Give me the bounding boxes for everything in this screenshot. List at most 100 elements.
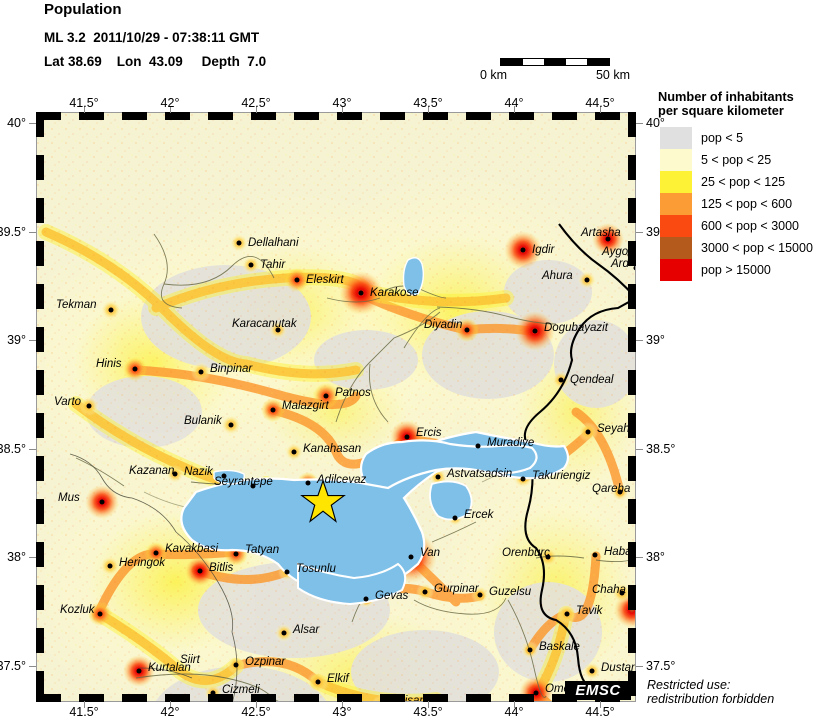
city-dot [464,327,470,333]
lon-tick-label: 43.5° [413,705,443,719]
legend-label: 125 < pop < 600 [701,197,793,211]
city-label: Dogubayazit [544,322,608,334]
city-label: Alsar [293,624,320,636]
city-label: Kazanan [129,465,175,477]
page-title: Population [44,1,122,18]
map-container[interactable]: Dellalhani Tahir Eleskirt Karakose Tekma… [29,106,643,708]
city-dot [315,679,321,685]
city-label: Ard [611,258,629,270]
city-dot [435,474,441,480]
city-dot [305,480,311,486]
restricted-use-notice: Restricted use: redistribution forbidden [647,678,774,706]
city-label: Van [420,547,441,559]
population-raster[interactable]: Dellalhani Tahir Eleskirt Karakose Tekma… [36,112,636,702]
scale-bar [500,58,610,66]
lon-tick-label: 42° [160,96,180,110]
city-label: Ozpinar [245,656,286,668]
lon-tick-label: 41.5° [69,705,99,719]
lon-tick-label: 44° [504,96,524,110]
city-dot [228,422,234,428]
city-label: Gevas [375,590,409,602]
city-dot [363,596,369,602]
city-dot [589,668,595,674]
city-label: Binpinar [210,363,253,375]
scale-segment [587,59,609,65]
map-graphics [36,112,636,702]
magnitude-time-line: ML 3.2 2011/10/29 - 07:38:11 GMT [44,30,260,45]
legend-swatch [660,127,692,149]
city-label: Malazgirt [282,400,329,412]
location-depth-line: Lat 38.69 Lon 43.09 Depth 7.0 [44,54,267,69]
legend-swatch [660,215,692,237]
lat-tick-label: 37.5° [646,659,676,673]
city-dot [475,443,481,449]
header-block: Population ML 3.2 2011/10/29 - 07:38:11 … [44,0,266,69]
city-label: Dellalhani [248,237,299,249]
city-dot [527,647,533,653]
city-dot [108,307,114,313]
lon-tick-label: 43° [332,705,352,719]
legend-title-line1: Number of inhabitants [658,89,794,104]
city-label: Gurpinar [434,583,479,595]
city-label: Elkif [327,673,349,685]
scale-label-min: 0 km [480,68,508,82]
city-dot [633,265,636,271]
city-label: Ercis [416,427,442,439]
legend-row: pop > 15000 [660,259,822,281]
city-dot [323,393,329,399]
legend-label: 3000 < pop < 15000 [701,241,813,255]
legend-label: pop > 15000 [701,263,771,277]
legend-row: 125 < pop < 600 [660,193,822,215]
city-dot [422,589,428,595]
city-label: Guzelsu [489,586,532,598]
city-dot [558,377,564,383]
legend-label: pop < 5 [701,131,744,145]
city-dot [358,290,364,296]
scale-segment [501,59,523,65]
city-dot [404,434,410,440]
city-label: Astvatsadsin [447,468,513,480]
city-dot [592,552,598,558]
city-dot [520,247,526,253]
scale-segment [522,59,545,65]
city-label: Patnos [335,387,371,399]
city-label: Ahura [542,270,573,282]
city-dot [378,701,384,702]
city-label: Nazik [184,466,213,478]
lon-tick-label: 42° [160,705,180,719]
city-label: Ercek [464,509,494,521]
legend-row: 5 < pop < 25 [660,149,822,171]
city-label: Cizmeli [222,684,260,696]
scale-segment [544,59,566,65]
city-dot [408,554,414,560]
city-dot [270,407,276,413]
city-label: Varto [54,396,82,408]
lat-tick-label: 38° [646,550,665,564]
city-label: Dustan [601,662,636,674]
city-label: Tatyan [245,544,280,556]
city-dot [97,611,103,617]
legend-label: 600 < pop < 3000 [701,219,800,233]
city-dot [233,551,239,557]
lon-tick-label: 42.5° [241,705,271,719]
legend-label: 25 < pop < 125 [701,175,786,189]
scale-label-max: 50 km [595,68,630,82]
city-dot [99,499,105,505]
city-dot [477,592,483,598]
city-label: Adilcevaz [317,474,367,486]
restricted-line2: redistribution forbidden [647,692,775,706]
city-dot [281,630,287,636]
city-label: Bitlis [209,562,234,574]
city-label: Seyrantepe [214,476,273,488]
city-dot [153,550,159,556]
city-dot [132,366,138,372]
lon-tick-label: 43.5° [413,96,443,110]
city-label: Takuriengiz [532,470,591,482]
city-dot [198,369,204,375]
city-label: Heringok [119,557,166,569]
city-label: Karacanutak [232,318,297,330]
legend-title: Number of inhabitants per square kilomet… [658,90,822,118]
city-dot [584,277,590,283]
city-dot [533,690,539,696]
city-dot [248,262,254,268]
